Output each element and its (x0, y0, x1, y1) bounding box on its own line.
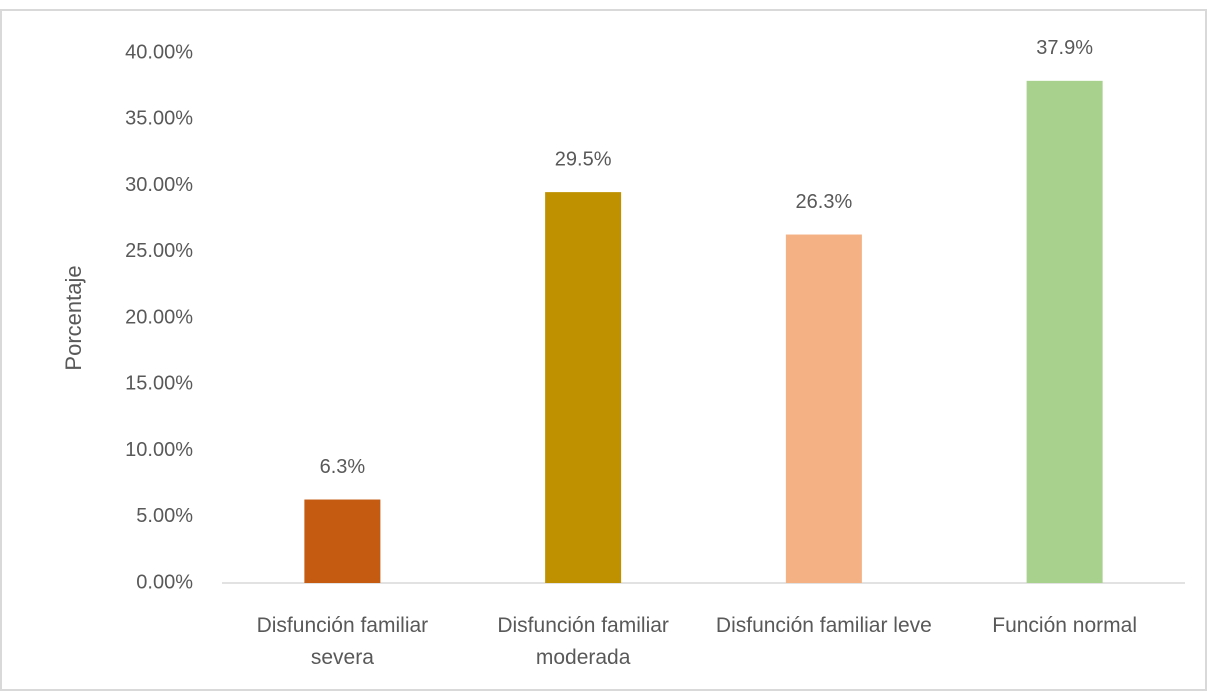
data-label: 26.3% (796, 191, 853, 213)
x-tick-label: Disfunción familiar leve (715, 614, 932, 637)
chart-border (0, 9, 1207, 691)
y-tick-label: 20.00% (125, 306, 193, 328)
x-tick-label: Disfunción familiar severa (256, 614, 429, 669)
y-tick-label: 15.00% (125, 373, 193, 395)
bar (545, 192, 622, 583)
data-label: 6.3% (320, 456, 366, 478)
y-tick-label: 5.00% (136, 505, 193, 527)
data-label: 29.5% (555, 148, 612, 170)
bar (785, 234, 862, 583)
y-tick-label: 30.00% (125, 174, 193, 196)
y-tick-label: 35.00% (125, 108, 193, 130)
bar (304, 499, 381, 583)
y-tick-label: 40.00% (125, 41, 193, 63)
bar (1026, 80, 1103, 583)
y-tick-label: 25.00% (125, 240, 193, 262)
data-label: 37.9% (1036, 37, 1093, 59)
x-tick-label: Disfunción familiar moderada (497, 614, 669, 669)
y-tick-label: 0.00% (136, 571, 193, 593)
y-axis-title: Porcentaje (61, 265, 86, 370)
y-tick-label: 10.00% (125, 439, 193, 461)
x-tick-label: Función normal (992, 614, 1137, 637)
